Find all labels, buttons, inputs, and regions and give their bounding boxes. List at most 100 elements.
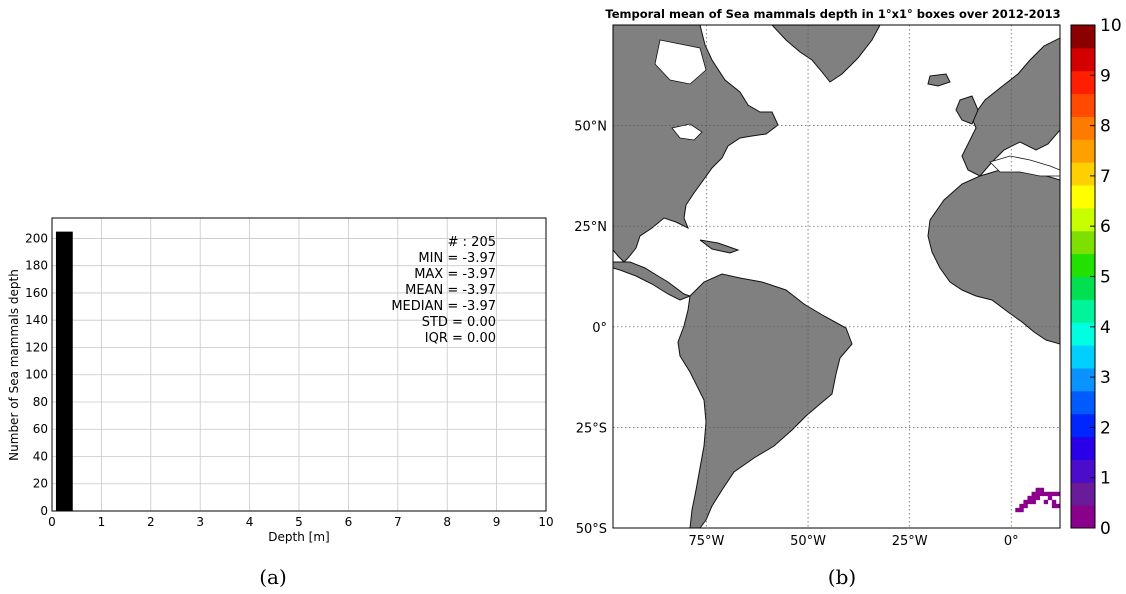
colorbar-segment bbox=[1071, 390, 1095, 415]
data-cell bbox=[1051, 503, 1057, 509]
colorbar-label: 1 bbox=[1100, 469, 1111, 489]
data-cell bbox=[1043, 491, 1049, 497]
latitude-label: 0° bbox=[592, 321, 607, 336]
colorbar-segment bbox=[1071, 25, 1095, 49]
x-tick-label: 8 bbox=[443, 515, 451, 529]
colorbar-segment bbox=[1071, 459, 1095, 483]
colorbar-label: 0 bbox=[1100, 519, 1111, 539]
map-graticule bbox=[613, 25, 1060, 528]
data-cell bbox=[1035, 487, 1040, 493]
colorbar-label: 5 bbox=[1100, 268, 1111, 288]
y-tick-label: 200 bbox=[25, 231, 48, 245]
colorbar-segment bbox=[1071, 253, 1095, 277]
lake-hudson-bay bbox=[654, 39, 707, 85]
data-cell bbox=[1019, 507, 1024, 513]
latitude-label: 25°N bbox=[574, 220, 607, 235]
x-axis-title: Depth [m] bbox=[268, 530, 329, 544]
x-tick-label: 5 bbox=[295, 515, 303, 529]
y-tick-label: 20 bbox=[33, 477, 48, 491]
x-tick-label: 6 bbox=[345, 515, 353, 529]
land-south-america bbox=[677, 273, 853, 528]
y-tick-label: 160 bbox=[25, 286, 48, 300]
y-tick-label: 120 bbox=[25, 340, 48, 354]
colorbar-segment bbox=[1071, 413, 1095, 438]
stat-line: STD = 0.00 bbox=[422, 315, 496, 330]
longitude-label: 25°W bbox=[892, 534, 928, 549]
colorbar-segment bbox=[1071, 185, 1095, 209]
x-tick-label: 4 bbox=[246, 515, 254, 529]
lakes bbox=[654, 39, 1060, 177]
longitude-label: 0° bbox=[1004, 534, 1019, 549]
map-frame bbox=[612, 24, 1061, 529]
data-cell bbox=[1027, 499, 1032, 505]
colorbar-label: 9 bbox=[1100, 66, 1111, 86]
stat-line: # : 205 bbox=[448, 235, 496, 250]
map-panel: Temporal mean of Sea mammals depth in 1°… bbox=[574, 7, 1121, 589]
data-cell bbox=[1051, 491, 1057, 497]
colorbar bbox=[1070, 24, 1096, 529]
longitude-tick-labels: 75°W 50°W 25°W 0° bbox=[689, 534, 1019, 549]
lake-great-lakes bbox=[671, 123, 703, 141]
y-tick-label: 140 bbox=[25, 313, 48, 327]
data-cell bbox=[1047, 491, 1053, 497]
colorbar-segment bbox=[1071, 47, 1095, 72]
data-cell bbox=[1031, 499, 1036, 505]
land-europe bbox=[961, 37, 1060, 177]
colorbar-segment bbox=[1071, 482, 1095, 506]
colorbar-segment bbox=[1071, 299, 1095, 323]
longitude-label: 75°W bbox=[689, 534, 725, 549]
histogram-frame bbox=[51, 217, 547, 512]
colorbar-segment bbox=[1071, 139, 1095, 163]
data-cell bbox=[1043, 499, 1049, 505]
colorbar-segment bbox=[1071, 367, 1095, 392]
x-tick-label: 0 bbox=[48, 515, 56, 529]
colorbar-segment bbox=[1071, 162, 1095, 186]
longitude-label: 50°W bbox=[790, 534, 826, 549]
histogram-bar bbox=[55, 231, 73, 511]
y-tick-labels: 0 20 40 60 80 100 120 140 160 180 200 bbox=[25, 231, 48, 518]
colorbar-label: 4 bbox=[1100, 318, 1111, 338]
y-tick-label: 180 bbox=[25, 259, 48, 273]
stat-line: MEAN = -3.97 bbox=[405, 283, 496, 298]
y-tick-label: 0 bbox=[40, 504, 48, 518]
y-tick-label: 40 bbox=[33, 449, 48, 463]
map-data-cells bbox=[1015, 487, 1060, 513]
colorbar-segment bbox=[1071, 345, 1095, 369]
data-cell bbox=[1035, 491, 1040, 497]
data-cell bbox=[1015, 507, 1020, 513]
stat-line: IQR = 0.00 bbox=[425, 331, 496, 346]
x-tick-label: 1 bbox=[98, 515, 106, 529]
colorbar-label: 8 bbox=[1100, 117, 1111, 137]
y-tick-label: 60 bbox=[33, 422, 48, 436]
x-tick-label: 7 bbox=[394, 515, 402, 529]
data-cell bbox=[1027, 495, 1032, 501]
land-africa bbox=[927, 169, 1060, 345]
x-tick-label: 9 bbox=[493, 515, 501, 529]
latitude-label: 25°S bbox=[576, 421, 607, 436]
colorbar-label: 2 bbox=[1100, 418, 1111, 438]
histogram-panel: 0 1 2 3 4 5 6 7 8 9 10 0 20 40 60 80 100 120 140 160 180 200… bbox=[7, 217, 554, 589]
data-cell bbox=[1047, 495, 1053, 501]
data-cell bbox=[1035, 495, 1040, 501]
colorbar-segment bbox=[1071, 207, 1095, 232]
latitude-label: 50°N bbox=[574, 120, 607, 135]
data-cell bbox=[1023, 499, 1028, 505]
y-axis-title: Number of Sea mammals depth bbox=[7, 269, 21, 461]
map-title: Temporal mean of Sea mammals depth in 1°… bbox=[605, 7, 1060, 21]
data-cell bbox=[1039, 491, 1045, 497]
histogram-bars bbox=[55, 231, 73, 511]
land-iceland bbox=[927, 73, 951, 87]
data-cell bbox=[1039, 487, 1045, 493]
land-greenland bbox=[771, 25, 881, 83]
colorbar-label: 10 bbox=[1100, 16, 1122, 36]
panel-a-label: (a) bbox=[259, 565, 287, 589]
colorbar-segment bbox=[1071, 505, 1095, 529]
colorbar-segment bbox=[1071, 230, 1095, 255]
colorbar-segment bbox=[1071, 116, 1095, 140]
land-north-america bbox=[613, 25, 779, 263]
land-cuba bbox=[699, 239, 740, 254]
y-tick-label: 80 bbox=[33, 395, 48, 409]
x-tick-label: 10 bbox=[538, 515, 553, 529]
x-tick-label: 3 bbox=[196, 515, 204, 529]
